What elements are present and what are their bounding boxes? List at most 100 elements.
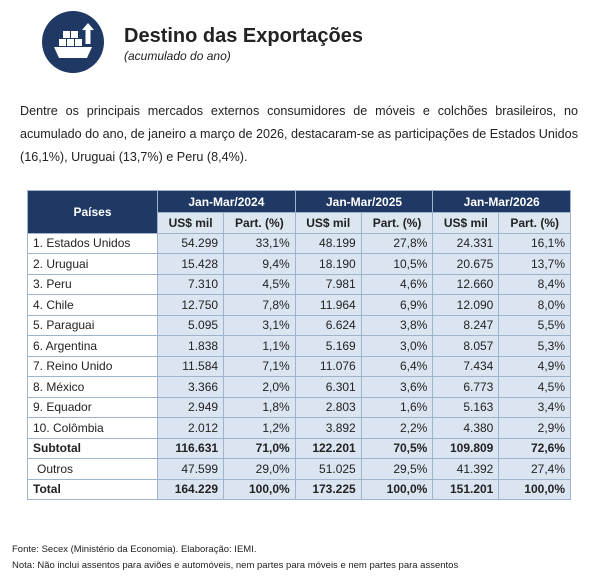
period-header: Jan-Mar/2024 bbox=[157, 190, 296, 213]
value-cell: 8,4% bbox=[498, 273, 571, 295]
country-cell: 1. Estados Unidos bbox=[26, 232, 159, 254]
value-cell: 100,0% bbox=[498, 478, 571, 500]
value-cell: 18.190 bbox=[294, 253, 362, 275]
value-cell: 29,0% bbox=[223, 458, 296, 480]
value-cell: 13,7% bbox=[498, 253, 571, 275]
country-header: Países bbox=[26, 190, 159, 234]
value-cell: 47.599 bbox=[157, 458, 225, 480]
value-cell: 16,1% bbox=[498, 232, 571, 254]
export-icon bbox=[42, 11, 104, 73]
value-cell: 1,1% bbox=[223, 335, 296, 357]
value-cell: 122.201 bbox=[294, 437, 362, 459]
value-cell: 3,6% bbox=[360, 376, 434, 398]
value-cell: 100,0% bbox=[360, 478, 434, 500]
value-cell: 2,0% bbox=[223, 376, 296, 398]
value-cell: 3.892 bbox=[294, 417, 362, 439]
value-cell: 109.809 bbox=[432, 437, 500, 459]
value-cell: 2,2% bbox=[360, 417, 434, 439]
note: Nota: Não inclui assentos para aviões e … bbox=[12, 560, 459, 571]
header-row: Países Jan-Mar/2024 Jan-Mar/2025 Jan-Mar/20… bbox=[26, 190, 571, 234]
value-cell: 29,5% bbox=[360, 458, 434, 480]
column-subheader: US$ mil bbox=[432, 212, 500, 234]
value-cell: 4,5% bbox=[498, 376, 571, 398]
value-cell: 10,5% bbox=[360, 253, 434, 275]
value-cell: 11.584 bbox=[157, 355, 225, 377]
value-cell: 2.949 bbox=[157, 396, 225, 418]
value-cell: 12.660 bbox=[432, 273, 500, 295]
period-header: Jan-Mar/2026 bbox=[432, 190, 571, 213]
value-cell: 3,8% bbox=[360, 314, 434, 336]
country-cell: 4. Chile bbox=[26, 294, 159, 316]
country-cell: 3. Peru bbox=[26, 273, 159, 295]
value-cell: 7.310 bbox=[157, 273, 225, 295]
table-row: 5. Paraguai 5.095 3,1% 6.624 3,8% 8.247 5,5% bbox=[26, 314, 571, 336]
value-cell: 4,9% bbox=[498, 355, 571, 377]
value-cell: 5.169 bbox=[294, 335, 362, 357]
value-cell: 2,9% bbox=[498, 417, 571, 439]
column-subheader: Part. (%) bbox=[498, 212, 571, 234]
table-row: 2. Uruguai 15.428 9,4% 18.190 10,5% 20.675 13,… bbox=[26, 253, 571, 275]
table-row: Outros 47.599 29,0% 51.025 29,5% 41.392 27,4% bbox=[26, 458, 571, 480]
value-cell: 5.163 bbox=[432, 396, 500, 418]
value-cell: 1,8% bbox=[223, 396, 296, 418]
value-cell: 6.624 bbox=[294, 314, 362, 336]
value-cell: 8.247 bbox=[432, 314, 500, 336]
value-cell: 15.428 bbox=[157, 253, 225, 275]
table-row: 6. Argentina 1.838 1,1% 5.169 3,0% 8.057 5,3% bbox=[26, 335, 571, 357]
subheader-row: US$ mil Part. (%) US$ mil Part. (%) US$ mil P… bbox=[28, 212, 571, 234]
value-cell: 7,1% bbox=[223, 355, 296, 377]
table-row: Subtotal 116.631 71,0% 122.201 70,5% 109.809 7… bbox=[26, 437, 571, 459]
column-subheader: Part. (%) bbox=[223, 212, 296, 234]
value-cell: 3,0% bbox=[360, 335, 434, 357]
value-cell: 164.229 bbox=[157, 478, 225, 500]
value-cell: 9,4% bbox=[223, 253, 296, 275]
value-cell: 2.012 bbox=[157, 417, 225, 439]
country-cell: Outros bbox=[26, 458, 159, 480]
country-cell: 9. Equador bbox=[26, 396, 159, 418]
value-cell: 6.773 bbox=[432, 376, 500, 398]
value-cell: 11.076 bbox=[294, 355, 362, 377]
country-cell: 2. Uruguai bbox=[26, 253, 159, 275]
country-cell: 8. México bbox=[26, 376, 159, 398]
intro-paragraph: Dentre os principais mercados externos c… bbox=[20, 104, 578, 164]
value-cell: 71,0% bbox=[223, 437, 296, 459]
column-subheader: Part. (%) bbox=[360, 212, 434, 234]
subtitle: (acumulado do ano) bbox=[124, 49, 231, 63]
value-cell: 8.057 bbox=[432, 335, 500, 357]
table-row: 3. Peru 7.310 4,5% 7.981 4,6% 12.660 8,4% bbox=[26, 273, 571, 295]
value-cell: 70,5% bbox=[360, 437, 434, 459]
value-cell: 11.964 bbox=[294, 294, 362, 316]
country-cell: Subtotal bbox=[26, 437, 159, 459]
value-cell: 27,8% bbox=[360, 232, 434, 254]
value-cell: 2.803 bbox=[294, 396, 362, 418]
value-cell: 7.981 bbox=[294, 273, 362, 295]
value-cell: 3,4% bbox=[498, 396, 571, 418]
country-cell: 7. Reino Unido bbox=[26, 355, 159, 377]
column-subheader: US$ mil bbox=[157, 212, 225, 234]
period-header: Jan-Mar/2025 bbox=[294, 190, 434, 213]
value-cell: 5.095 bbox=[157, 314, 225, 336]
value-cell: 8,0% bbox=[498, 294, 571, 316]
table-row: Total 164.229 100,0% 173.225 100,0% 151.201 10… bbox=[26, 478, 571, 500]
table-row: 8. México 3.366 2,0% 6.301 3,6% 6.773 4,5% bbox=[26, 376, 571, 398]
value-cell: 1.838 bbox=[157, 335, 225, 357]
country-cell: 10. Colômbia bbox=[26, 417, 159, 439]
table-row: 7. Reino Unido 11.584 7,1% 11.076 6,4% 7.434 4… bbox=[26, 355, 571, 377]
value-cell: 3,1% bbox=[223, 314, 296, 336]
value-cell: 6.301 bbox=[294, 376, 362, 398]
value-cell: 4,5% bbox=[223, 273, 296, 295]
value-cell: 5,5% bbox=[498, 314, 571, 336]
value-cell: 1,2% bbox=[223, 417, 296, 439]
value-cell: 51.025 bbox=[294, 458, 362, 480]
value-cell: 6,4% bbox=[360, 355, 434, 377]
value-cell: 72,6% bbox=[498, 437, 571, 459]
value-cell: 151.201 bbox=[432, 478, 500, 500]
value-cell: 20.675 bbox=[432, 253, 500, 275]
value-cell: 12.090 bbox=[432, 294, 500, 316]
value-cell: 24.331 bbox=[432, 232, 500, 254]
value-cell: 7.434 bbox=[432, 355, 500, 377]
value-cell: 4.380 bbox=[432, 417, 500, 439]
value-cell: 116.631 bbox=[157, 437, 225, 459]
value-cell: 41.392 bbox=[432, 458, 500, 480]
